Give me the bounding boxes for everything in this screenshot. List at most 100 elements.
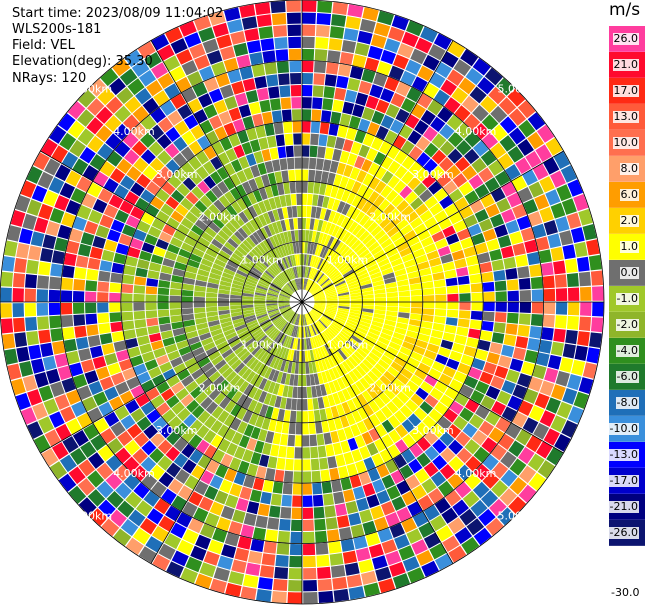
velocity-gate [125,399,140,414]
velocity-gate [507,88,526,107]
velocity-gate [49,125,67,144]
velocity-gate [448,456,464,472]
velocity-gate [494,365,509,379]
velocity-gate [448,439,464,455]
velocity-gate [363,338,375,348]
velocity-gate [411,539,428,555]
velocity-gate [239,486,252,500]
velocity-gate [236,246,248,257]
velocity-gate [181,289,194,297]
velocity-gate [470,283,483,293]
velocity-gate [288,169,296,182]
velocity-gate [272,578,288,592]
velocity-gate [416,152,431,167]
velocity-gate [223,328,236,337]
velocity-gate [247,322,259,330]
velocity-gate [173,363,187,375]
velocity-gate [72,290,85,302]
velocity-gate [444,324,457,334]
velocity-gate [372,317,385,324]
velocity-gate [397,43,414,59]
velocity-gate [99,214,114,229]
velocity-gate [140,456,157,473]
velocity-gate [512,347,527,361]
velocity-gate [432,439,447,454]
velocity-gate [141,242,155,254]
velocity-gate [265,406,274,419]
velocity-gate [203,550,220,566]
velocity-gate [373,194,385,208]
velocity-gate [255,287,268,293]
velocity-gate [355,227,367,239]
velocity-gate [278,274,287,284]
velocity-gate [423,461,439,477]
velocity-gate [320,171,329,184]
velocity-gate [380,238,393,249]
velocity-gate [501,380,516,395]
velocity-gate [385,550,402,566]
velocity-gate [433,89,450,106]
velocity-gate [70,188,86,204]
velocity-gate [370,324,382,332]
velocity-gate [257,577,273,590]
range-ring-label: 2.00km [369,381,411,394]
velocity-gate [387,175,400,189]
velocity-gate [188,518,204,534]
velocity-gate [211,141,225,156]
velocity-gate [390,336,404,346]
velocity-gate [78,459,96,477]
velocity-gate [153,90,170,107]
velocity-gate [507,302,519,313]
velocity-gate [304,278,309,290]
velocity-gate [261,255,272,266]
velocity-gate [58,113,76,132]
velocity-gate [517,266,530,279]
velocity-gate [349,474,362,488]
velocity-gate [61,377,76,393]
velocity-gate [350,307,362,312]
velocity-gate [380,114,395,129]
velocity-gate [379,262,392,272]
velocity-gate [83,423,99,440]
velocity-gate [212,332,225,342]
velocity-gate [255,262,266,272]
velocity-gate [491,332,505,344]
velocity-gate [409,313,422,321]
velocity-gate [276,371,284,384]
velocity-gate [97,281,110,292]
velocity-gate [157,439,173,455]
velocity-gate [181,302,193,309]
range-ring-label: 2.00km [369,211,411,224]
velocity-gate [346,574,363,588]
velocity-gate [359,377,371,390]
velocity-gate [414,368,428,381]
velocity-gate [99,376,114,391]
velocity-gate [80,441,97,458]
velocity-gate [145,286,158,295]
velocity-gate [373,249,386,260]
velocity-gate [268,328,278,338]
velocity-gate [407,413,422,427]
velocity-gate [181,87,197,103]
velocity-gate [64,338,78,353]
velocity-gate [384,319,397,327]
velocity-gate [314,244,321,256]
velocity-gate [152,173,167,188]
velocity-gate [420,381,434,394]
velocity-gate [38,203,54,220]
velocity-gate [331,322,343,330]
velocity-gate [203,429,217,444]
velocity-gate [209,501,224,516]
velocity-gate [562,388,578,405]
velocity-gate [68,485,87,504]
velocity-gate [257,334,268,345]
velocity-gate [182,177,197,191]
velocity-gate [269,312,281,319]
velocity-gate [239,263,251,272]
velocity-gate [440,339,454,350]
velocity-gate [323,313,334,320]
velocity-gate [77,385,92,401]
velocity-gate [160,100,176,116]
velocity-gate [388,429,402,444]
velocity-gate [424,446,440,461]
